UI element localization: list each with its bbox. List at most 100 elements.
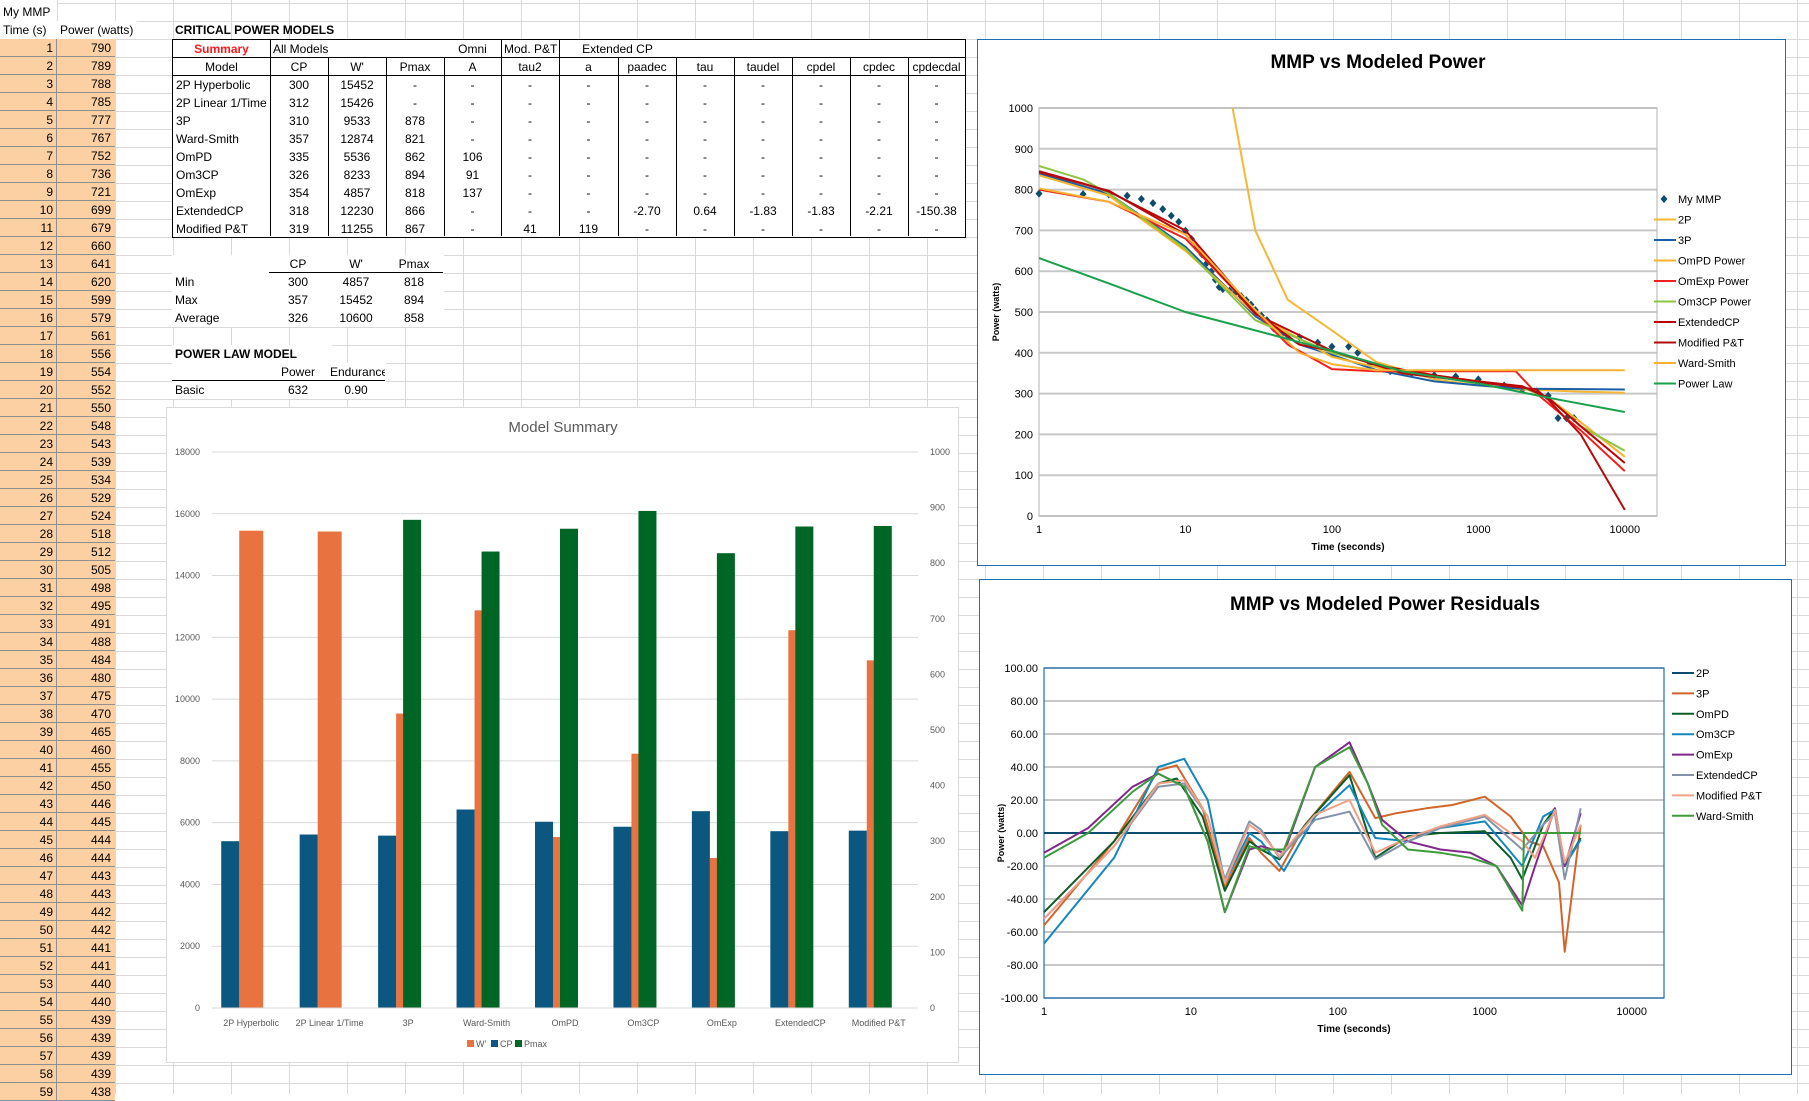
series-line[interactable]	[1038, 257, 1625, 413]
power-cell[interactable]: 736	[57, 165, 115, 183]
bar-pmax[interactable]	[560, 528, 578, 1008]
value-cell[interactable]: -2.70	[633, 204, 661, 218]
power-cell[interactable]: 539	[57, 453, 115, 471]
value-cell[interactable]: -	[761, 186, 765, 200]
column-header[interactable]: A	[468, 60, 477, 74]
stats-header[interactable]: CP	[289, 257, 307, 271]
power-cell[interactable]: 498	[57, 579, 115, 597]
stats-header[interactable]: Pmax	[398, 257, 430, 271]
value-cell[interactable]: -	[703, 186, 707, 200]
power-cell[interactable]: 554	[57, 363, 115, 381]
column-header[interactable]: a	[585, 60, 592, 74]
model-name-cell[interactable]: Modified P&T	[176, 222, 249, 236]
legend-label[interactable]: Om3CP Power	[1678, 297, 1751, 309]
value-cell[interactable]: -	[586, 168, 591, 182]
bar-cp[interactable]	[613, 826, 632, 1008]
value-cell[interactable]: -	[761, 150, 765, 164]
value-cell[interactable]: -	[877, 78, 881, 92]
legend-label[interactable]: Modified P&T	[1678, 338, 1744, 350]
time-cell[interactable]: 52	[0, 957, 57, 975]
value-cell[interactable]: -	[528, 186, 532, 200]
power-cell[interactable]: 491	[57, 615, 115, 633]
value-cell[interactable]: -	[528, 132, 532, 146]
value-cell[interactable]: -	[470, 78, 475, 92]
power-cell[interactable]: 441	[57, 939, 115, 957]
column-header[interactable]: cpdec	[862, 60, 896, 74]
value-cell[interactable]: -	[528, 96, 532, 110]
mmp-marker[interactable]	[1554, 414, 1562, 423]
time-cell[interactable]: 24	[0, 453, 57, 471]
power-cell[interactable]: 548	[57, 417, 115, 435]
time-cell[interactable]: 35	[0, 651, 57, 669]
time-cell[interactable]: 45	[0, 831, 57, 849]
value-cell[interactable]: -	[877, 150, 881, 164]
time-cell[interactable]: 42	[0, 777, 57, 795]
stats-header[interactable]	[172, 255, 269, 273]
power-cell[interactable]: 460	[57, 741, 115, 759]
time-cell[interactable]: 15	[0, 291, 57, 309]
power-cell[interactable]: 475	[57, 687, 115, 705]
mmp-marker[interactable]	[1123, 191, 1131, 200]
column-header[interactable]: paadec	[627, 60, 667, 74]
model-name-cell[interactable]: OmPD	[176, 150, 212, 164]
value-cell[interactable]: -	[586, 186, 591, 200]
time-cell[interactable]: 40	[0, 741, 57, 759]
column-header[interactable]: Pmax	[399, 60, 431, 74]
time-cell[interactable]: 12	[0, 237, 57, 255]
value-cell[interactable]: 300	[288, 78, 310, 92]
time-cell[interactable]: 18	[0, 345, 57, 363]
value-cell[interactable]: 106	[462, 150, 483, 164]
power-cell[interactable]: 441	[57, 957, 115, 975]
value-cell[interactable]: -	[528, 150, 532, 164]
time-cell[interactable]: 6	[0, 129, 57, 147]
model-name-cell[interactable]: Ward-Smith	[176, 132, 239, 146]
value-cell[interactable]: -	[819, 132, 823, 146]
group-omni[interactable]: Omni	[458, 42, 487, 56]
model-name-cell[interactable]: 3P	[176, 114, 191, 128]
value-cell[interactable]: -150.38	[916, 204, 957, 218]
power-cell[interactable]: 443	[57, 885, 115, 903]
power-cell[interactable]: 543	[57, 435, 115, 453]
mmp-marker[interactable]	[1149, 199, 1157, 208]
value-cell[interactable]: 310	[288, 114, 310, 128]
power-cell[interactable]: 660	[57, 237, 115, 255]
time-header[interactable]: Time (s)	[0, 21, 57, 39]
time-cell[interactable]: 34	[0, 633, 57, 651]
value-cell[interactable]: -	[703, 150, 707, 164]
value-cell[interactable]: -	[934, 114, 939, 128]
value-cell[interactable]: -	[703, 222, 707, 236]
value-cell[interactable]: 5536	[343, 150, 371, 164]
mmp-title[interactable]: My MMP	[0, 3, 57, 21]
value-cell[interactable]: -	[413, 78, 417, 92]
power-cell[interactable]: 443	[57, 867, 115, 885]
group-empty-2[interactable]	[386, 40, 444, 58]
legend-label[interactable]: Ward-Smith	[1696, 811, 1754, 823]
value-cell[interactable]: -	[877, 132, 881, 146]
legend-label[interactable]: CP	[500, 1039, 513, 1049]
value-cell[interactable]: -	[645, 150, 649, 164]
power-cell[interactable]: 699	[57, 201, 115, 219]
series-line[interactable]	[1038, 174, 1626, 458]
value-cell[interactable]: -	[413, 96, 417, 110]
power-cell[interactable]: 556	[57, 345, 115, 363]
series-line[interactable]	[1038, 171, 1626, 511]
column-header[interactable]: tau2	[518, 60, 542, 74]
stats-label[interactable]: Min	[175, 275, 195, 289]
value-cell[interactable]: 319	[288, 222, 310, 236]
column-header[interactable]: cpdel	[806, 60, 836, 74]
value-cell[interactable]: -	[528, 114, 532, 128]
value-cell[interactable]: -	[819, 186, 823, 200]
power-cell[interactable]: 752	[57, 147, 115, 165]
bar-cp[interactable]	[221, 841, 240, 1008]
bar-pmax[interactable]	[873, 525, 892, 1008]
time-cell[interactable]: 14	[0, 273, 57, 291]
value-cell[interactable]: -	[703, 114, 707, 128]
legend-label[interactable]: Ward-Smith	[1678, 358, 1736, 370]
legend-label[interactable]: Modified P&T	[1696, 790, 1762, 802]
power-cell[interactable]: 518	[57, 525, 115, 543]
power-cell[interactable]: 440	[57, 993, 115, 1011]
time-cell[interactable]: 27	[0, 507, 57, 525]
series-line[interactable]	[1043, 774, 1582, 913]
power-law-title[interactable]: POWER LAW MODEL	[172, 345, 332, 363]
time-cell[interactable]: 25	[0, 471, 57, 489]
